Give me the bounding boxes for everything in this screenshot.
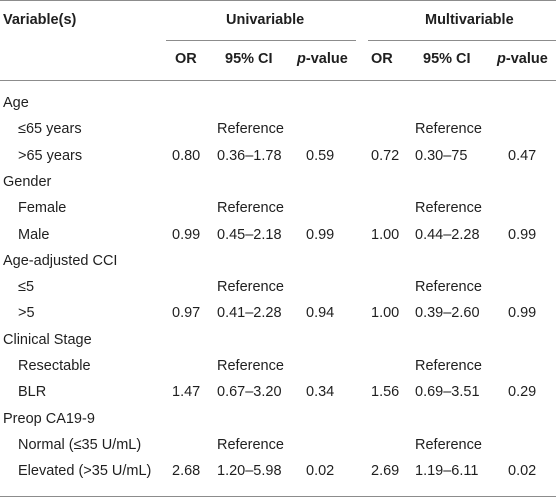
- row-group-label: Preop CA19-9: [3, 411, 95, 427]
- univariable-pvalue: 0.99: [306, 227, 335, 243]
- univariable-or: 0.99: [172, 227, 201, 243]
- header-u-ci: 95% CI: [225, 51, 273, 67]
- univariable-ci: Reference: [217, 358, 284, 374]
- multivariable-or: 1.00: [371, 305, 400, 321]
- univariable-ci: 0.41–2.28: [217, 305, 282, 321]
- univariable-pvalue: 0.59: [306, 148, 335, 164]
- univariable-ci: Reference: [217, 121, 284, 137]
- p-rest: -value: [505, 51, 548, 67]
- row-sub-label: >5: [18, 305, 35, 321]
- multivariable-pvalue: 0.29: [508, 384, 537, 400]
- univariable-ci: 1.20–5.98: [217, 463, 282, 479]
- univariable-ci: Reference: [217, 437, 284, 453]
- univariable-pvalue: 0.02: [306, 463, 335, 479]
- multivariable-ci: Reference: [415, 200, 482, 216]
- header-u-pvalue: p-value: [297, 49, 348, 69]
- multivariable-pvalue: 0.02: [508, 463, 537, 479]
- univariable-or: 2.68: [172, 463, 201, 479]
- multivariable-pvalue: 0.99: [508, 227, 537, 243]
- multivariable-or: 2.69: [371, 463, 400, 479]
- univariable-or: 1.47: [172, 384, 201, 400]
- multivariable-ci: Reference: [415, 279, 482, 295]
- p-italic: p: [297, 51, 306, 67]
- row-sub-label: Male: [18, 227, 50, 243]
- univariable-or: 0.97: [172, 305, 201, 321]
- row-sub-label: Normal (≤35 U/mL): [18, 437, 142, 453]
- univariable-ci: Reference: [217, 279, 284, 295]
- multivariable-ci: Reference: [415, 358, 482, 374]
- multivariable-ci: 0.69–3.51: [415, 384, 480, 400]
- univariable-pvalue: 0.34: [306, 384, 335, 400]
- row-sub-label: BLR: [18, 384, 47, 400]
- univariable-pvalue: 0.94: [306, 305, 335, 321]
- row-sub-label: >65 years: [18, 148, 83, 164]
- multivariable-pvalue: 0.47: [508, 148, 537, 164]
- row-group-label: Gender: [3, 174, 52, 190]
- row-group-label: Age: [3, 95, 29, 111]
- row-group-label: Age-adjusted CCI: [3, 253, 118, 269]
- row-sub-label: Resectable: [18, 358, 91, 374]
- univariable-ci: Reference: [217, 200, 284, 216]
- row-sub-label: ≤5: [18, 279, 35, 295]
- multivariable-or: 0.72: [371, 148, 400, 164]
- univariable-ci: 0.36–1.78: [217, 148, 282, 164]
- header-m-or: OR: [371, 51, 393, 67]
- multivariable-ci: Reference: [415, 437, 482, 453]
- multivariable-ci: 0.39–2.60: [415, 305, 480, 321]
- multivariable-ci: Reference: [415, 121, 482, 137]
- multivariable-ci: 0.30–75: [415, 148, 468, 164]
- row-sub-label: ≤65 years: [18, 121, 82, 137]
- univariable-ci: 0.45–2.18: [217, 227, 282, 243]
- univariable-or: 0.80: [172, 148, 201, 164]
- univariable-ci: 0.67–3.20: [217, 384, 282, 400]
- multivariable-ci: 1.19–6.11: [415, 463, 479, 479]
- multivariable-ci: 0.44–2.28: [415, 227, 480, 243]
- p-italic: p: [497, 51, 506, 67]
- multivariable-pvalue: 0.99: [508, 305, 537, 321]
- header-m-ci: 95% CI: [423, 51, 471, 67]
- header-bottom-rule: [0, 80, 556, 81]
- header-multivariable: Multivariable: [425, 12, 514, 28]
- row-group-label: Clinical Stage: [3, 332, 92, 348]
- header-univariable: Univariable: [226, 12, 305, 28]
- row-sub-label: Elevated (>35 U/mL): [18, 463, 152, 479]
- univariable-group-rule: [166, 40, 356, 41]
- top-rule: [0, 0, 556, 1]
- p-rest: -value: [305, 51, 348, 67]
- header-u-or: OR: [175, 51, 197, 67]
- multivariable-group-rule: [368, 40, 556, 41]
- row-sub-label: Female: [18, 200, 67, 216]
- header-m-pvalue: p-value: [497, 49, 548, 69]
- header-variable: Variable(s): [3, 12, 77, 28]
- multivariable-or: 1.56: [371, 384, 400, 400]
- multivariable-or: 1.00: [371, 227, 400, 243]
